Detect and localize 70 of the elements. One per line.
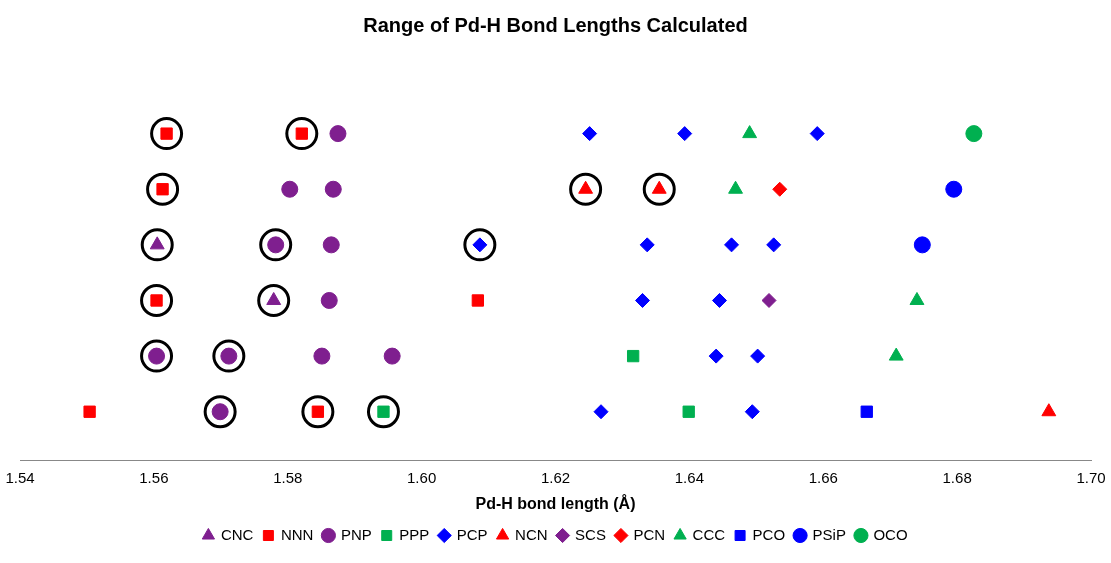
point <box>281 180 299 198</box>
point <box>766 237 782 253</box>
x-tick-label: 1.56 <box>139 468 169 486</box>
legend-label: NCN <box>515 525 548 543</box>
point <box>677 126 693 142</box>
point <box>639 237 655 253</box>
point <box>761 292 777 308</box>
legend-label: OCO <box>873 525 908 543</box>
x-tick-label: 1.54 <box>5 468 35 486</box>
point <box>744 404 760 420</box>
point <box>150 117 184 151</box>
point <box>203 395 237 429</box>
point <box>83 405 96 418</box>
x-tick-label: 1.60 <box>407 468 437 486</box>
legend-label: CCC <box>692 525 726 543</box>
point <box>708 348 724 364</box>
point <box>626 349 640 363</box>
point <box>593 404 609 420</box>
x-tick-label: 1.66 <box>808 468 838 486</box>
x-axis-title: Pd-H bond length (Å) <box>475 493 636 512</box>
point <box>772 181 788 197</box>
x-tick-label: 1.70 <box>1076 468 1106 486</box>
x-tick-label: 1.58 <box>273 468 303 486</box>
point <box>329 125 347 143</box>
chart-title: Range of Pd-H Bond Lengths Calculated <box>363 13 748 36</box>
legend-label: PPP <box>399 525 430 543</box>
point <box>463 228 497 262</box>
point <box>285 117 319 151</box>
point <box>301 395 335 429</box>
point <box>140 283 174 317</box>
point <box>320 291 338 309</box>
point <box>742 125 758 139</box>
point <box>1041 403 1057 417</box>
point <box>860 405 873 418</box>
x-tick-label: 1.64 <box>674 468 704 486</box>
legend-label: PCO <box>752 525 786 543</box>
point <box>313 347 331 365</box>
point <box>888 347 904 361</box>
point <box>383 347 401 365</box>
point <box>642 172 676 206</box>
legend-label: SCS <box>575 525 606 543</box>
point <box>569 172 603 206</box>
point <box>913 236 931 254</box>
legend-label: PSiP <box>812 525 846 543</box>
legend-label: PCP <box>456 525 488 543</box>
point <box>945 180 963 198</box>
legend-label: CNC <box>220 525 254 543</box>
x-tick-label: 1.68 <box>942 468 972 486</box>
point <box>257 283 291 317</box>
point <box>324 180 342 198</box>
point <box>366 395 400 429</box>
point <box>146 172 180 206</box>
point <box>809 126 825 142</box>
point <box>712 292 727 308</box>
point <box>471 294 485 307</box>
x-tick-label: 1.62 <box>540 468 571 486</box>
legend-label: PCN <box>633 525 666 543</box>
point <box>322 236 340 254</box>
point <box>965 125 983 143</box>
point <box>724 237 740 253</box>
point <box>259 228 293 262</box>
point <box>582 126 598 142</box>
point <box>750 348 766 364</box>
legend-label: PNP <box>340 525 372 543</box>
point <box>140 339 174 373</box>
point <box>635 292 651 308</box>
point <box>212 339 246 373</box>
point <box>140 228 174 262</box>
point <box>682 405 695 418</box>
legend-label: NNN <box>280 525 314 543</box>
